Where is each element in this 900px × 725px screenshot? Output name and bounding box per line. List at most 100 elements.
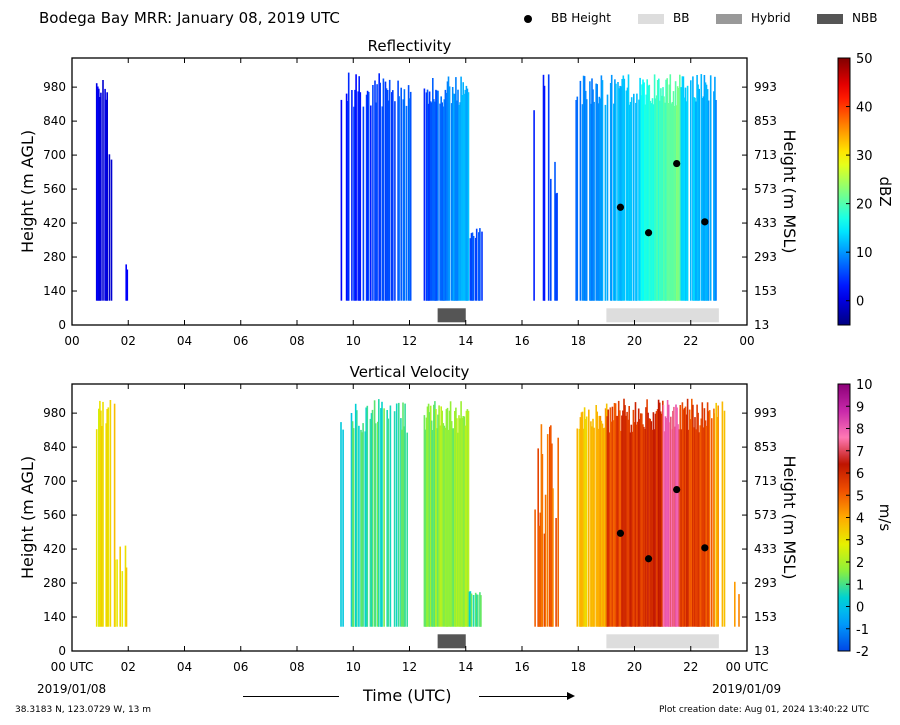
heatmap-column: [458, 415, 460, 627]
heatmap-column: [600, 420, 603, 627]
heatmap-column: [381, 106, 384, 301]
heatmap-column: [456, 100, 458, 301]
heatmap-column: [630, 424, 633, 627]
heatmap-column: [370, 105, 372, 301]
colorbar-tick-label: 4: [856, 512, 864, 527]
heatmap-column: [657, 399, 660, 627]
heatmap-column: [697, 412, 699, 627]
heatmap-column: [707, 411, 710, 627]
heatmap-column: [463, 93, 466, 301]
heatmap-column: [693, 97, 695, 301]
colorbar-tick-label: 6: [856, 467, 864, 482]
heatmap-column: [681, 76, 684, 301]
panel-title-0: Reflectivity: [368, 37, 452, 55]
x-tick-label: 10: [346, 660, 361, 674]
heatmap-column: [738, 594, 740, 627]
heatmap-column: [696, 404, 698, 627]
y2-tick-label: 853: [754, 440, 777, 454]
heatmap-column: [638, 419, 641, 627]
y2-tick-label: 573: [754, 508, 777, 522]
heatmap-column: [423, 415, 426, 627]
heatmap-column: [603, 427, 606, 627]
heatmap-column: [378, 73, 380, 301]
heatmap-column: [676, 407, 678, 627]
heatmap-column: [585, 99, 588, 301]
heatmap-column: [713, 91, 715, 301]
heatmap-column: [406, 432, 408, 627]
heatmap-column: [354, 89, 356, 301]
heatmap-column: [465, 85, 468, 301]
heatmap-column: [650, 103, 653, 301]
heatmap-column: [686, 85, 689, 301]
heatmap-column: [606, 94, 609, 301]
heatmap-column: [104, 88, 106, 301]
heatmap-column: [462, 416, 464, 627]
heatmap-column: [604, 104, 607, 301]
colorbar-label-1: m/s: [876, 504, 894, 532]
heatmap-column: [669, 74, 672, 301]
y-tick-label: 980: [43, 406, 66, 420]
heatmap-column: [544, 494, 547, 627]
heatmap-column: [601, 423, 604, 627]
bb-height-point: [701, 218, 709, 226]
heatmap-column: [426, 89, 429, 301]
end-date: 2019/01/09: [712, 682, 782, 696]
arrow-right-line: [479, 696, 571, 697]
heatmap-column: [663, 96, 665, 301]
heatmap-column: [625, 415, 627, 627]
y-tick-label: 140: [43, 284, 66, 298]
heatmap-column: [650, 421, 653, 627]
heatmap-column: [670, 416, 672, 627]
heatmap-column: [451, 87, 454, 301]
heatmap-column: [437, 414, 439, 627]
heatmap-column: [576, 96, 579, 301]
heatmap-column: [576, 428, 579, 627]
heatmap-column: [102, 401, 104, 627]
heatmap-column: [126, 269, 129, 301]
x-tick-label: 14: [458, 334, 473, 348]
heatmap-column: [607, 409, 609, 627]
colorbar-tick-label: 1: [856, 578, 864, 593]
heatmap-column: [347, 72, 350, 301]
heatmap-column: [429, 405, 432, 627]
colorbar-tick-label: 3: [856, 534, 864, 549]
heatmap-column: [124, 545, 127, 627]
heatmap-column: [466, 409, 469, 627]
heatmap-column: [593, 101, 595, 301]
heatmap-column: [435, 89, 437, 301]
heatmap-column: [615, 415, 618, 627]
heatmap-column: [690, 419, 692, 627]
heatmap-column: [401, 429, 403, 627]
y2-tick-label: 153: [754, 284, 777, 298]
heatmap-column: [105, 423, 107, 627]
heatmap-column: [694, 97, 696, 301]
heatmap-column: [377, 421, 379, 627]
heatmap-column: [635, 102, 637, 301]
y-axis-label-0: Height (m AGL): [18, 130, 37, 253]
y2-tick-label: 573: [754, 182, 777, 196]
heatmap-column: [383, 408, 385, 627]
heatmap-column: [371, 409, 374, 627]
heatmap-column: [439, 425, 441, 627]
heatmap-column: [425, 92, 428, 301]
x-tick-label: 10: [346, 334, 361, 348]
heatmap-column: [374, 423, 377, 627]
heatmap-column: [670, 103, 673, 301]
heatmap-column: [356, 410, 358, 627]
legend-bb-height-label: BB Height: [551, 11, 611, 25]
heatmap-column: [593, 427, 595, 627]
start-date: 2019/01/08: [37, 682, 107, 696]
x-tick-label: 06: [233, 334, 248, 348]
heatmap-column: [698, 432, 700, 627]
heatmap-column: [461, 95, 463, 301]
heatmap-column: [659, 100, 661, 301]
heatmap-column: [599, 415, 602, 627]
heatmap-column: [685, 414, 688, 627]
heatmap-column: [649, 418, 651, 627]
bb-height-point: [673, 159, 681, 168]
heatmap-column: [364, 431, 366, 627]
heatmap-column: [706, 402, 709, 627]
colorbar-tick-label: 7: [856, 445, 864, 460]
heatmap-column: [125, 264, 127, 301]
heatmap-column: [433, 404, 435, 627]
